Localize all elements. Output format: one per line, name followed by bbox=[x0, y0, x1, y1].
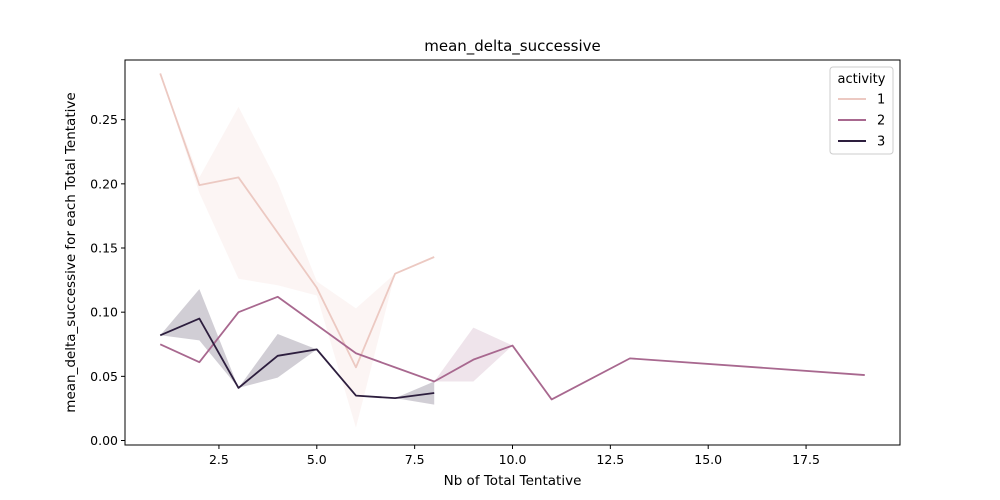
x-tick-label: 7.5 bbox=[405, 452, 425, 467]
series-3-band bbox=[395, 381, 435, 405]
confidence-bands bbox=[160, 73, 513, 428]
y-axis-label: mean_delta_successive for each Total Ten… bbox=[63, 92, 79, 412]
x-tick-label: 12.5 bbox=[596, 452, 624, 467]
series-1-line bbox=[159, 73, 435, 369]
y-tick-label: 0.00 bbox=[90, 433, 118, 448]
x-axis: 2.5 5.0 7.5 10.0 12.5 15.0 17.5 bbox=[209, 445, 820, 467]
x-tick-label: 2.5 bbox=[209, 452, 229, 467]
y-tick-label: 0.15 bbox=[90, 241, 118, 256]
x-axis-label: Nb of Total Tentative bbox=[444, 473, 582, 489]
series-2-band bbox=[434, 327, 513, 382]
y-tick-label: 0.20 bbox=[90, 176, 118, 191]
y-tick-label: 0.25 bbox=[90, 112, 118, 127]
legend: activity 1 2 3 bbox=[829, 66, 894, 155]
x-tick-label: 15.0 bbox=[694, 452, 722, 467]
series-2-line bbox=[159, 295, 865, 401]
legend-title: activity bbox=[838, 72, 886, 87]
series-3-band bbox=[160, 289, 239, 388]
chart-title: mean_delta_successive bbox=[424, 37, 600, 56]
x-tick-label: 17.5 bbox=[792, 452, 820, 467]
legend-entry-2: 2 bbox=[877, 114, 885, 129]
x-tick-label: 5.0 bbox=[307, 452, 327, 467]
y-tick-label: 0.10 bbox=[90, 305, 118, 320]
legend-box bbox=[829, 66, 894, 155]
y-axis: 0.00 0.05 0.10 0.15 0.20 0.25 bbox=[90, 112, 125, 448]
legend-entry-3: 3 bbox=[877, 135, 885, 150]
series-3-band bbox=[238, 333, 317, 388]
x-tick-label: 10.0 bbox=[499, 452, 527, 467]
legend-entry-1: 1 bbox=[877, 93, 885, 108]
series-lines bbox=[159, 73, 865, 401]
y-tick-label: 0.05 bbox=[90, 369, 118, 384]
series-3-line bbox=[159, 317, 435, 400]
